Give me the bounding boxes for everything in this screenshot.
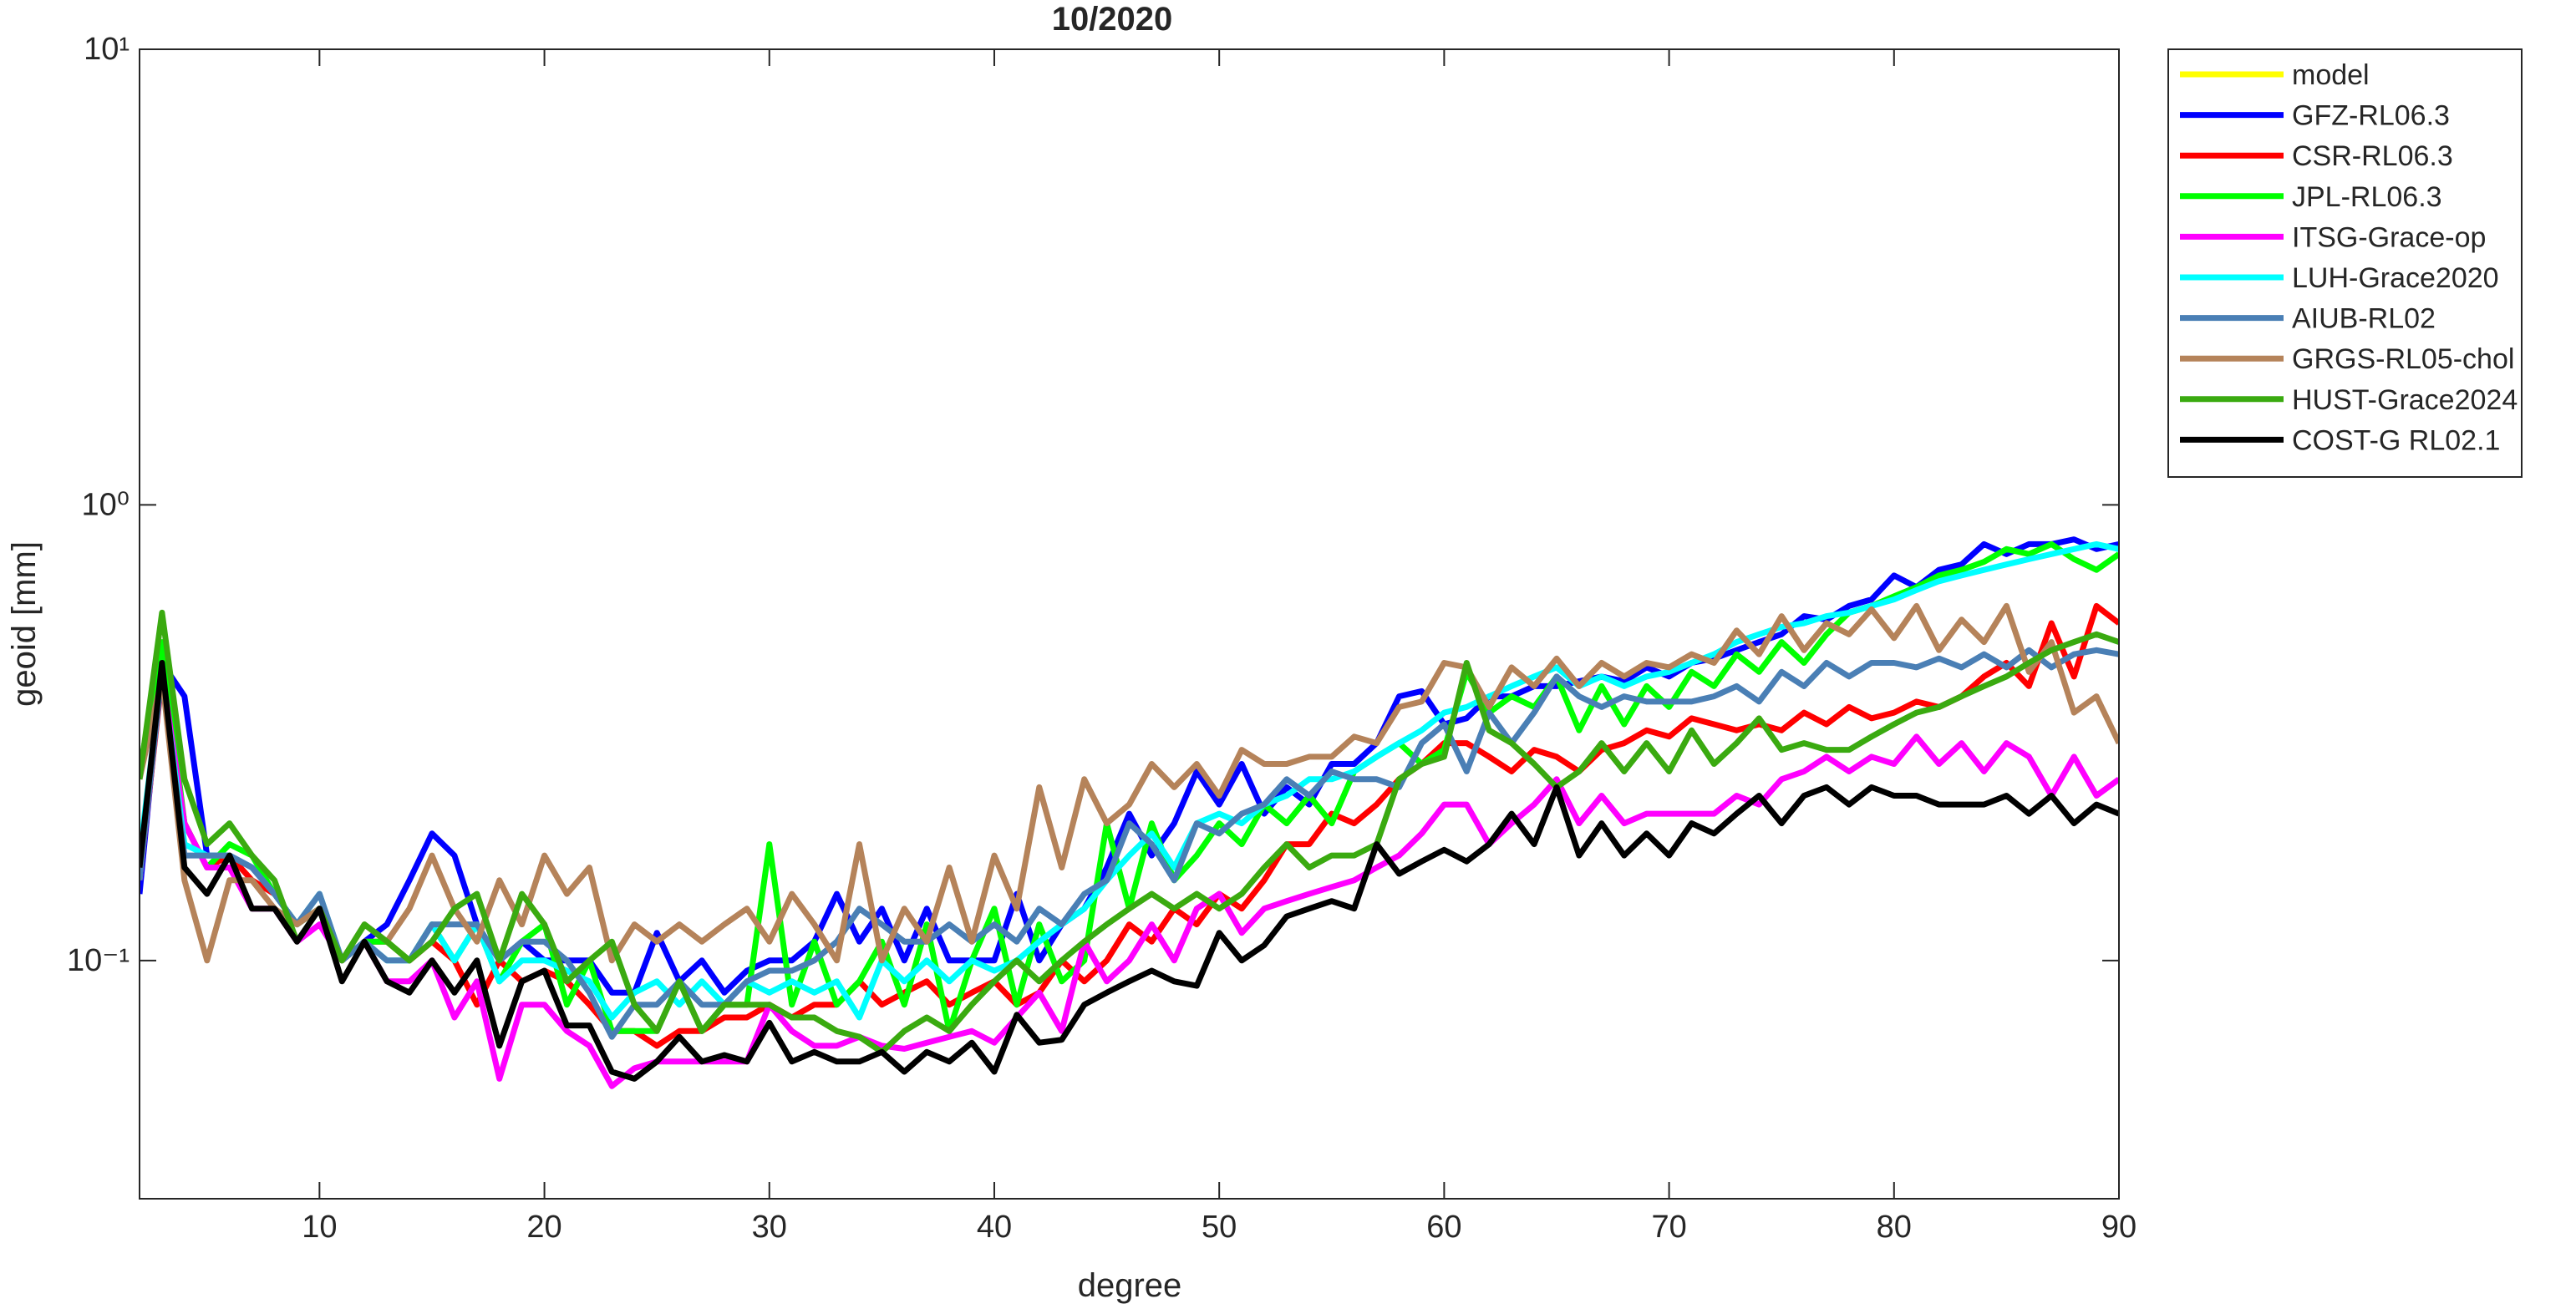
x-tick-label: 20 (526, 1210, 561, 1245)
y-tick-label: 10⁰ (81, 487, 130, 522)
x-tick-label: 80 (1877, 1210, 1912, 1245)
y-axis-label: geoid [mm] (6, 541, 43, 707)
legend-label: model (2292, 59, 2370, 91)
series-line (140, 609, 2119, 1055)
legend-label: LUH-Grace2020 (2292, 262, 2499, 294)
x-tick-label: 90 (2101, 1210, 2137, 1245)
x-tick-label: 10 (302, 1210, 337, 1245)
legend-label: CSR-RL06.3 (2292, 140, 2453, 172)
chart-title: 10/2020 (1052, 1, 1173, 38)
x-tick-label: 60 (1426, 1210, 1461, 1245)
x-tick-label: 30 (752, 1210, 787, 1245)
series-line (140, 660, 2119, 1082)
legend-label: AIUB-RL02 (2292, 303, 2436, 335)
legend-label: COST-G RL02.1 (2292, 424, 2500, 456)
legend-label: ITSG-Grace-op (2292, 221, 2486, 253)
x-tick-label: 70 (1651, 1210, 1686, 1245)
y-tick-label: 10⁻¹ (67, 943, 130, 978)
x-tick-label: 50 (1202, 1210, 1237, 1245)
axes-box (139, 48, 2120, 1200)
x-tick-label: 40 (977, 1210, 1012, 1245)
series-line (140, 647, 2119, 1040)
legend-label: GFZ-RL06.3 (2292, 100, 2450, 132)
series-line (140, 668, 2119, 1089)
legend-label: GRGS-RL05-chol (2292, 343, 2514, 375)
y-tick-label: 10¹ (84, 32, 130, 67)
legend-box (2167, 48, 2523, 478)
legend-label: HUST-Grace2024 (2292, 384, 2518, 416)
legend-label: JPL-RL06.3 (2292, 181, 2442, 213)
series-line (140, 602, 2119, 964)
x-axis-label: degree (1078, 1267, 1182, 1304)
